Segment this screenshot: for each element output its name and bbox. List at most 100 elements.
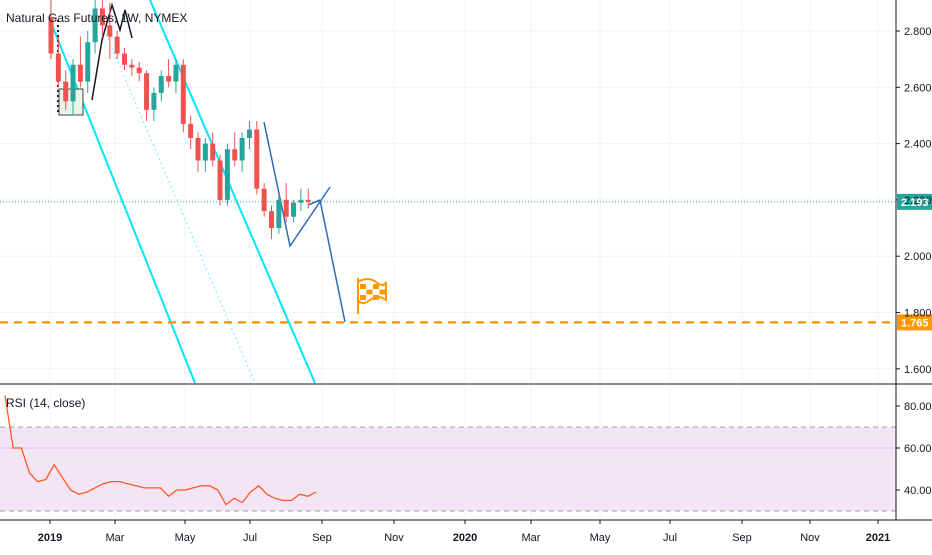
- rsi-label: RSI (14, close): [6, 396, 85, 410]
- pattern-line[interactable]: [263, 121, 331, 248]
- candle[interactable]: [151, 87, 157, 122]
- candle-body[interactable]: [217, 160, 223, 200]
- candle[interactable]: [129, 59, 135, 77]
- candle[interactable]: [217, 154, 223, 206]
- candle-body[interactable]: [166, 76, 172, 82]
- rsi-series[interactable]: [4, 395, 317, 506]
- candle-body[interactable]: [107, 25, 113, 37]
- time-tick-label: Jul: [243, 532, 257, 544]
- candle-body[interactable]: [195, 137, 201, 161]
- candle-body[interactable]: [99, 8, 105, 26]
- zigzag-drawing[interactable]: [91, 2, 133, 101]
- candle[interactable]: [136, 61, 142, 82]
- candle[interactable]: [195, 132, 201, 172]
- candle-body[interactable]: [173, 64, 179, 82]
- time-tick-label: Mar: [522, 532, 541, 544]
- candle[interactable]: [180, 59, 186, 133]
- candle-body[interactable]: [136, 67, 142, 74]
- candle[interactable]: [298, 188, 304, 212]
- candle[interactable]: [63, 70, 69, 110]
- candle[interactable]: [261, 183, 267, 217]
- candle-body[interactable]: [92, 8, 98, 43]
- candle-body[interactable]: [85, 42, 91, 82]
- projection-line[interactable]: [319, 199, 346, 323]
- candle[interactable]: [48, 0, 54, 60]
- price-tick-label: 2.800: [904, 26, 932, 38]
- candle[interactable]: [210, 132, 216, 167]
- candle-body[interactable]: [180, 64, 186, 124]
- candle[interactable]: [269, 205, 274, 240]
- candle[interactable]: [107, 2, 113, 60]
- candle-body[interactable]: [70, 64, 76, 102]
- candle[interactable]: [77, 36, 83, 88]
- flag-check: [373, 284, 379, 289]
- candle[interactable]: [70, 59, 76, 116]
- candle[interactable]: [166, 59, 172, 88]
- candle[interactable]: [232, 132, 238, 167]
- axes[interactable]: [0, 0, 932, 524]
- candle[interactable]: [99, 0, 105, 37]
- candle-body[interactable]: [48, 16, 54, 54]
- candle[interactable]: [114, 31, 120, 60]
- candle-body[interactable]: [298, 199, 304, 203]
- candle-body[interactable]: [55, 53, 61, 82]
- candle[interactable]: [246, 121, 252, 150]
- candle[interactable]: [224, 143, 230, 206]
- candle-body[interactable]: [232, 149, 238, 161]
- candle-body[interactable]: [63, 81, 69, 102]
- candle-body[interactable]: [276, 199, 282, 229]
- candle-body[interactable]: [77, 64, 83, 82]
- candle[interactable]: [305, 188, 311, 209]
- candle[interactable]: [283, 183, 289, 223]
- current-price-tag[interactable]: [897, 193, 932, 210]
- candle-body[interactable]: [144, 73, 150, 110]
- flag-check: [366, 289, 373, 295]
- flag-check: [360, 295, 366, 300]
- candle-body[interactable]: [239, 137, 245, 161]
- candle-body[interactable]: [122, 53, 127, 65]
- candle-body[interactable]: [291, 202, 297, 217]
- candle-body[interactable]: [129, 64, 135, 68]
- checkered-flag-icon[interactable]: [357, 278, 387, 314]
- candle[interactable]: [122, 47, 127, 71]
- candle-body[interactable]: [283, 199, 289, 217]
- candle[interactable]: [158, 70, 164, 102]
- candle[interactable]: [144, 70, 150, 122]
- pattern-line-upper[interactable]: [307, 199, 321, 206]
- target-price-tag[interactable]: [897, 314, 932, 331]
- candle-body[interactable]: [246, 129, 252, 138]
- candle-body[interactable]: [254, 129, 260, 189]
- drawings[interactable]: [0, 0, 896, 384]
- candle-body[interactable]: [158, 76, 164, 93]
- candle-body[interactable]: [114, 36, 120, 54]
- price-tick-label: 2.000: [904, 251, 932, 263]
- labels: Natural Gas Futures, 1W, NYMEX RSI (14, c…: [6, 11, 932, 544]
- candle-body[interactable]: [202, 143, 208, 161]
- candle-body[interactable]: [224, 149, 230, 200]
- candle[interactable]: [239, 132, 245, 172]
- candle-body[interactable]: [269, 211, 274, 229]
- candle-body[interactable]: [261, 188, 267, 212]
- candle[interactable]: [85, 31, 91, 93]
- channel-midline[interactable]: [99, 19, 256, 384]
- candle-body[interactable]: [151, 92, 157, 110]
- candle[interactable]: [188, 115, 194, 150]
- candle[interactable]: [291, 199, 297, 223]
- candle[interactable]: [92, 0, 98, 54]
- candle-body[interactable]: [305, 199, 311, 202]
- candle[interactable]: [276, 194, 282, 234]
- candle[interactable]: [254, 121, 260, 195]
- rsi-band-fill: [0, 427, 896, 511]
- chart-title: Natural Gas Futures, 1W, NYMEX: [6, 11, 187, 25]
- candle-body[interactable]: [188, 123, 194, 138]
- target-price-tag-label: 1.765: [901, 317, 929, 329]
- rsi-line[interactable]: [4, 395, 317, 506]
- candle[interactable]: [173, 59, 179, 93]
- candle[interactable]: [55, 36, 61, 88]
- candle-body[interactable]: [210, 143, 216, 161]
- channel-line-right[interactable]: [149, 0, 316, 384]
- candle[interactable]: [202, 137, 208, 172]
- candles[interactable]: [48, 0, 311, 240]
